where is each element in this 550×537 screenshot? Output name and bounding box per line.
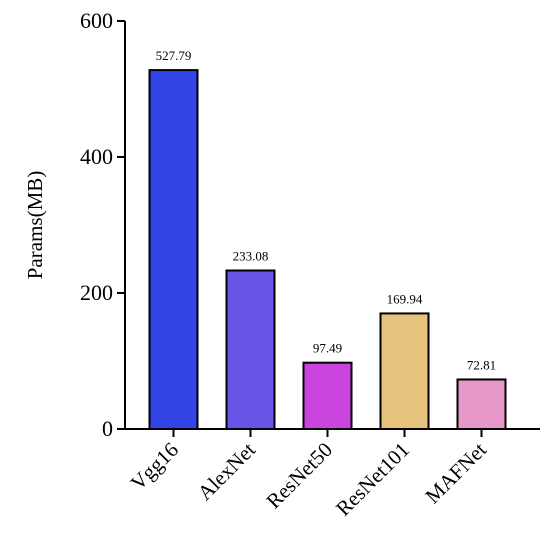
data-label-mafnet: 72.81 [467,357,496,372]
data-label-alexnet: 233.08 [233,249,269,264]
data-label-resnet101: 169.94 [387,291,423,306]
bar-resnet50 [302,361,353,430]
x-tick-label-resnet50: ResNet50 [261,438,337,514]
bar-alexnet [225,269,276,430]
y-tick-label-400: 400 [80,144,113,169]
x-tick-label-alexnet: AlexNet [193,437,260,504]
bar-resnet101 [379,312,430,430]
y-axis: 0 200 400 600 [80,8,126,441]
data-labels-group: 527.79 233.08 97.49 169.94 72.81 [156,48,497,372]
data-label-resnet50: 97.49 [313,341,342,356]
x-tick-label-vgg16: Vgg16 [126,438,183,495]
data-label-vgg16: 527.79 [156,48,192,63]
y-tick-label-200: 200 [80,280,113,305]
bars-group [148,69,507,430]
y-axis-title: Params(MB) [23,171,47,280]
y-tick-label-600: 600 [80,8,113,33]
bar-vgg16 [148,69,199,430]
bar-mafnet [456,378,507,430]
x-tick-label-resnet101: ResNet101 [331,438,414,521]
y-tick-label-0: 0 [102,416,113,441]
x-tick-label-mafnet: MAFNet [420,437,491,508]
